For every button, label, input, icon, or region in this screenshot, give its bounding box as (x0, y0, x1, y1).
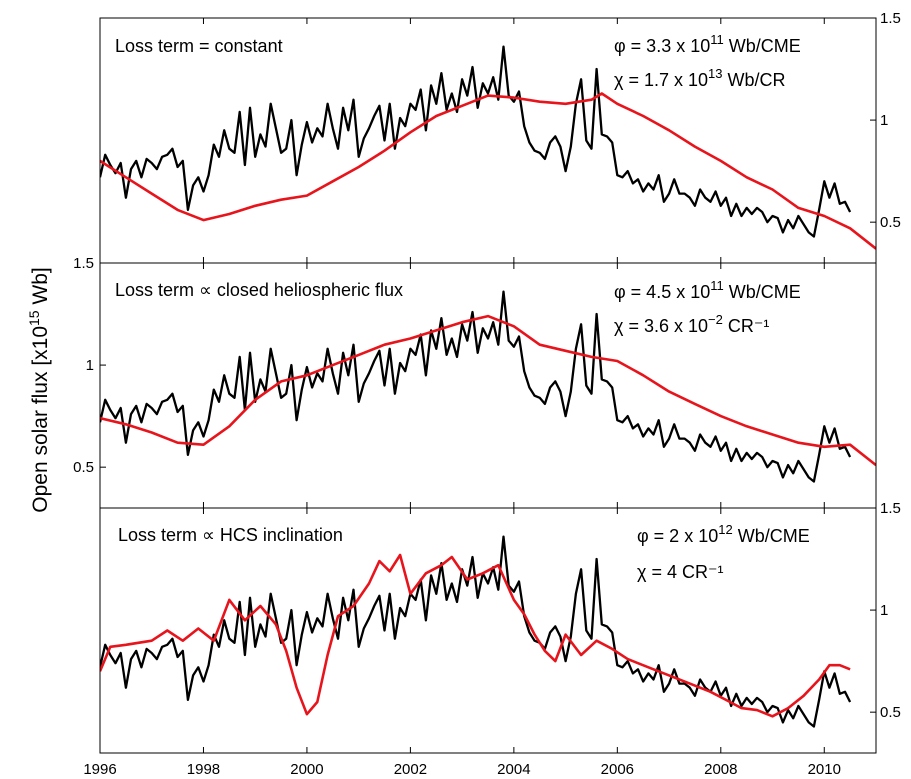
y-tick-label: 1.5 (880, 10, 901, 27)
panel-3-frame (99, 507, 877, 754)
series-line-observed (100, 535, 852, 728)
y-tick-label: 0.5 (73, 459, 94, 476)
panel-2-phi: φ = 4.5 x 1011 Wb/CME (614, 278, 801, 302)
series-line-observed (100, 290, 852, 483)
series-line-observed (100, 45, 852, 238)
panel-1-series (100, 45, 876, 250)
y-tick-label: 1 (86, 357, 94, 374)
y-tick-label: 0.5 (880, 214, 901, 231)
y-tick-label: 1.5 (880, 500, 901, 517)
panel-3-phi: φ = 2 x 1012 Wb/CME (637, 522, 810, 546)
panel-2-series (100, 290, 876, 483)
y-tick-label: 0.5 (880, 704, 901, 721)
panel-2: 0.5 1 1.5 Loss term ∝ closed heliospheric … (73, 255, 877, 509)
x-tick-label: 2002 (394, 761, 427, 778)
panel-2-ticks: 0.5 1 1.5 (73, 255, 825, 508)
series-line-model (100, 92, 876, 250)
y-tick-label: 1.5 (73, 255, 94, 272)
panel-3-title: Loss term ∝ HCS inclination (118, 525, 343, 545)
y-axis-label: Open solar flux [x1015 Wb] (26, 267, 52, 513)
panel-2-chi: χ = 3.6 x 10−2 CR⁻¹ (614, 312, 769, 336)
series-line-model (100, 314, 876, 467)
x-tick-label: 1996 (83, 761, 116, 778)
panel-1-title: Loss term = constant (115, 36, 283, 56)
x-tick-label: 2000 (290, 761, 323, 778)
x-tick-label: 2006 (601, 761, 634, 778)
panel-3-series (100, 535, 852, 728)
panel-2-title: Loss term ∝ closed heliospheric flux (115, 280, 403, 300)
x-tick-label: 2008 (704, 761, 737, 778)
panel-1: 0.5 1 1.5 Loss term = constant φ = 3.3 x 1… (99, 10, 901, 264)
x-tick-label: 1998 (187, 761, 220, 778)
x-tick-label: 2010 (808, 761, 841, 778)
y-tick-label: 1 (880, 602, 888, 619)
x-tick-label: 2004 (497, 761, 530, 778)
y-tick-label: 1 (880, 112, 888, 129)
series-line-model (100, 553, 851, 718)
panel-1-ticks: 0.5 1 1.5 (99, 10, 901, 263)
panel-1-chi: χ = 1.7 x 1013 Wb/CR (614, 66, 785, 90)
panel-3-ticks: 0.5 1 1.5 1996 1998 2000 2002 2004 2006 2008 2010 (83, 500, 901, 778)
panel-3-chi: χ = 4 CR⁻¹ (637, 562, 723, 582)
panel-1-phi: φ = 3.3 x 1011 Wb/CME (614, 32, 801, 56)
